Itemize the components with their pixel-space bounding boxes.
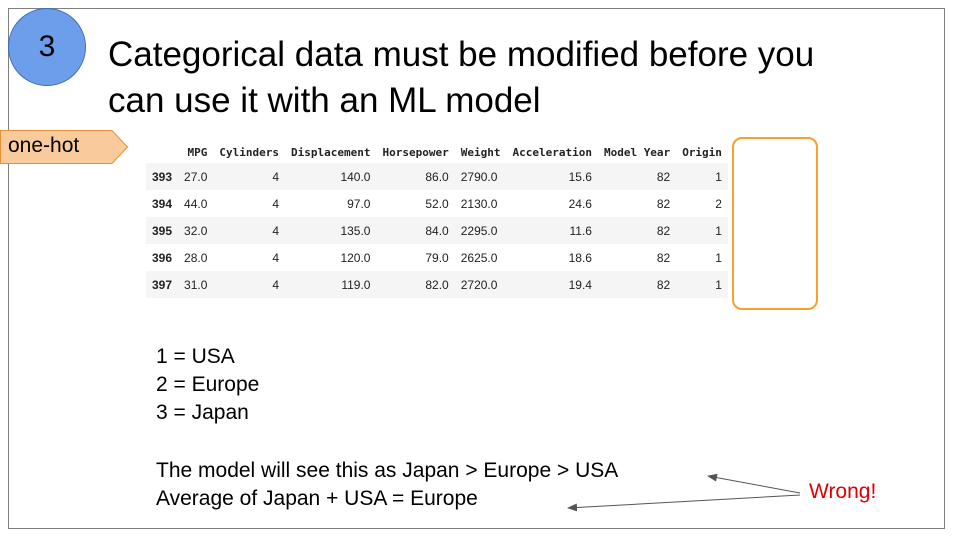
ordering-note: The model will see this as Japan > Europ…	[156, 457, 618, 513]
column-header: Origin	[682, 145, 722, 159]
table-row: 396 28.0 4 120.0 79.0 2625.0 18.6 82 1	[146, 244, 728, 271]
table-cell: 31.0	[178, 271, 214, 298]
slide-title: Categorical data must be modified before…	[108, 32, 888, 124]
table-cell: 2295.0	[454, 217, 507, 244]
table-cell: 397	[146, 271, 179, 298]
note-line-1: The model will see this as Japan > Europ…	[156, 459, 619, 482]
table-row: 394 44.0 4 97.0 52.0 2130.0 24.6 82 2	[146, 190, 728, 217]
table-cell: 19.4	[506, 271, 598, 298]
legend-item: 3 = Japan	[156, 401, 249, 424]
column-header: Model Year	[603, 145, 671, 159]
table-cell: 1	[676, 217, 728, 244]
column-header: MPG	[187, 145, 208, 159]
table-cell: 396	[152, 250, 173, 265]
table-cell: 24.6	[568, 196, 592, 211]
table-row: 393 27.0 4 140.0 86.0 2790.0 15.6 82 1	[146, 163, 728, 190]
table-cell: 4	[272, 250, 279, 265]
table-cell: 52.0	[425, 196, 449, 211]
table-cell: 82	[597, 163, 677, 190]
table-cell: 2790.0	[454, 163, 507, 190]
table-cell: 4	[213, 163, 285, 190]
table-cell: 32.0	[178, 217, 214, 244]
table-cell: 82	[656, 250, 671, 265]
table-cell: 84.0	[376, 217, 455, 244]
arrow-to-note-line-1	[707, 473, 801, 494]
table-cell: 86.0	[376, 163, 455, 190]
data-table: MPG Cylinders Displacement Horsepower We…	[146, 141, 728, 298]
one-hot-tag: one-hot	[0, 130, 128, 164]
column-header: Horsepower	[382, 145, 449, 159]
column-header: Displacement	[291, 145, 371, 159]
step-number: 3	[38, 30, 56, 63]
legend-item: 1 = USA	[156, 345, 235, 368]
table-cell: 393	[146, 163, 179, 190]
table-cell: 4	[213, 271, 285, 298]
table-cell: 2	[715, 196, 722, 211]
table-cell: 1	[676, 271, 728, 298]
table-cell: 1	[715, 250, 722, 265]
table-cell: 135.0	[285, 217, 377, 244]
table-cell: 82.0	[376, 271, 455, 298]
table-cell: 2130.0	[460, 196, 498, 211]
table-cell: 82	[597, 271, 677, 298]
table-cell: 394	[152, 196, 173, 211]
column-header: Cylinders	[219, 145, 279, 159]
table-cell: 15.6	[506, 163, 598, 190]
column-header: Weight	[460, 145, 501, 159]
origin-column-highlight	[732, 137, 818, 310]
table-cell: 2625.0	[460, 250, 498, 265]
table-cell: 82	[597, 217, 677, 244]
table-cell: 2720.0	[454, 271, 507, 298]
slide-frame	[8, 8, 945, 529]
table-cell: 79.0	[425, 250, 449, 265]
table-cell: 97.0	[347, 196, 371, 211]
table-cell: 395	[146, 217, 179, 244]
note-line-2: Average of Japan + USA = Europe	[156, 487, 478, 510]
title-line-2: can use it with an ML model	[108, 81, 541, 120]
table-header-row: MPG Cylinders Displacement Horsepower We…	[146, 141, 728, 163]
legend-item: 2 = Europe	[156, 373, 260, 396]
table-cell: 140.0	[285, 163, 377, 190]
wrong-callout: Wrong!	[809, 480, 877, 503]
title-line-1: Categorical data must be modified before…	[108, 35, 815, 74]
table-cell: 4	[272, 196, 279, 211]
table-cell: 18.6	[568, 250, 592, 265]
table-row: 397 31.0 4 119.0 82.0 2720.0 19.4 82 1	[146, 271, 728, 298]
table-cell: 27.0	[178, 163, 214, 190]
origin-legend: 1 = USA 2 = Europe 3 = Japan	[156, 343, 259, 427]
table-cell: 1	[676, 163, 728, 190]
table-cell: 82	[656, 196, 671, 211]
table-cell: 28.0	[184, 250, 208, 265]
table-cell: 11.6	[506, 217, 598, 244]
table-cell: 120.0	[340, 250, 371, 265]
arrow-to-note-line-2	[567, 494, 801, 512]
table-cell: 44.0	[184, 196, 208, 211]
step-number-badge: 3	[8, 8, 86, 86]
table-cell: 4	[213, 217, 285, 244]
table-row: 395 32.0 4 135.0 84.0 2295.0 11.6 82 1	[146, 217, 728, 244]
tag-arrow-shape	[0, 130, 128, 164]
table-cell: 119.0	[285, 271, 377, 298]
tag-label: one-hot	[8, 134, 80, 157]
column-header: Acceleration	[512, 145, 592, 159]
